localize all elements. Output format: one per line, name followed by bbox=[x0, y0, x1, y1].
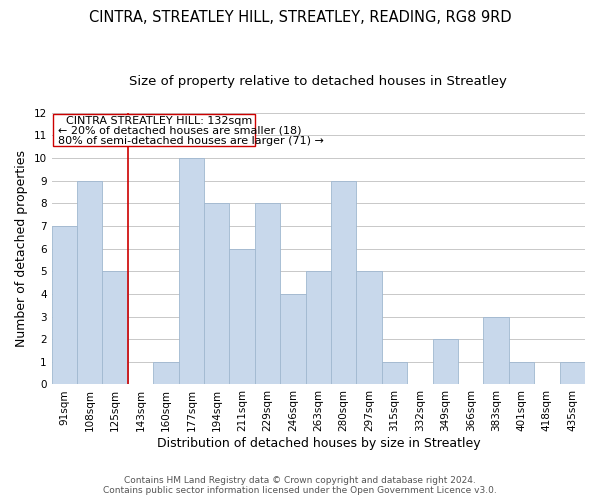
Bar bbox=[484, 316, 509, 384]
Bar bbox=[204, 204, 229, 384]
Bar bbox=[560, 362, 585, 384]
Bar bbox=[331, 180, 356, 384]
X-axis label: Distribution of detached houses by size in Streatley: Distribution of detached houses by size … bbox=[157, 437, 480, 450]
Bar bbox=[179, 158, 204, 384]
Bar bbox=[280, 294, 305, 384]
Bar bbox=[382, 362, 407, 384]
Text: 80% of semi-detached houses are larger (71) →: 80% of semi-detached houses are larger (… bbox=[58, 136, 324, 145]
FancyBboxPatch shape bbox=[53, 114, 255, 146]
Bar bbox=[255, 204, 280, 384]
Bar bbox=[229, 248, 255, 384]
Title: Size of property relative to detached houses in Streatley: Size of property relative to detached ho… bbox=[130, 75, 507, 88]
Bar bbox=[153, 362, 179, 384]
Text: CINTRA STREATLEY HILL: 132sqm: CINTRA STREATLEY HILL: 132sqm bbox=[66, 116, 252, 126]
Bar bbox=[509, 362, 534, 384]
Y-axis label: Number of detached properties: Number of detached properties bbox=[15, 150, 28, 347]
Bar bbox=[103, 272, 128, 384]
Bar bbox=[77, 180, 103, 384]
Bar bbox=[433, 339, 458, 384]
Bar bbox=[356, 272, 382, 384]
Bar bbox=[52, 226, 77, 384]
Text: ← 20% of detached houses are smaller (18): ← 20% of detached houses are smaller (18… bbox=[58, 126, 302, 136]
Bar bbox=[305, 272, 331, 384]
Text: CINTRA, STREATLEY HILL, STREATLEY, READING, RG8 9RD: CINTRA, STREATLEY HILL, STREATLEY, READI… bbox=[89, 10, 511, 25]
Text: Contains HM Land Registry data © Crown copyright and database right 2024.
Contai: Contains HM Land Registry data © Crown c… bbox=[103, 476, 497, 495]
